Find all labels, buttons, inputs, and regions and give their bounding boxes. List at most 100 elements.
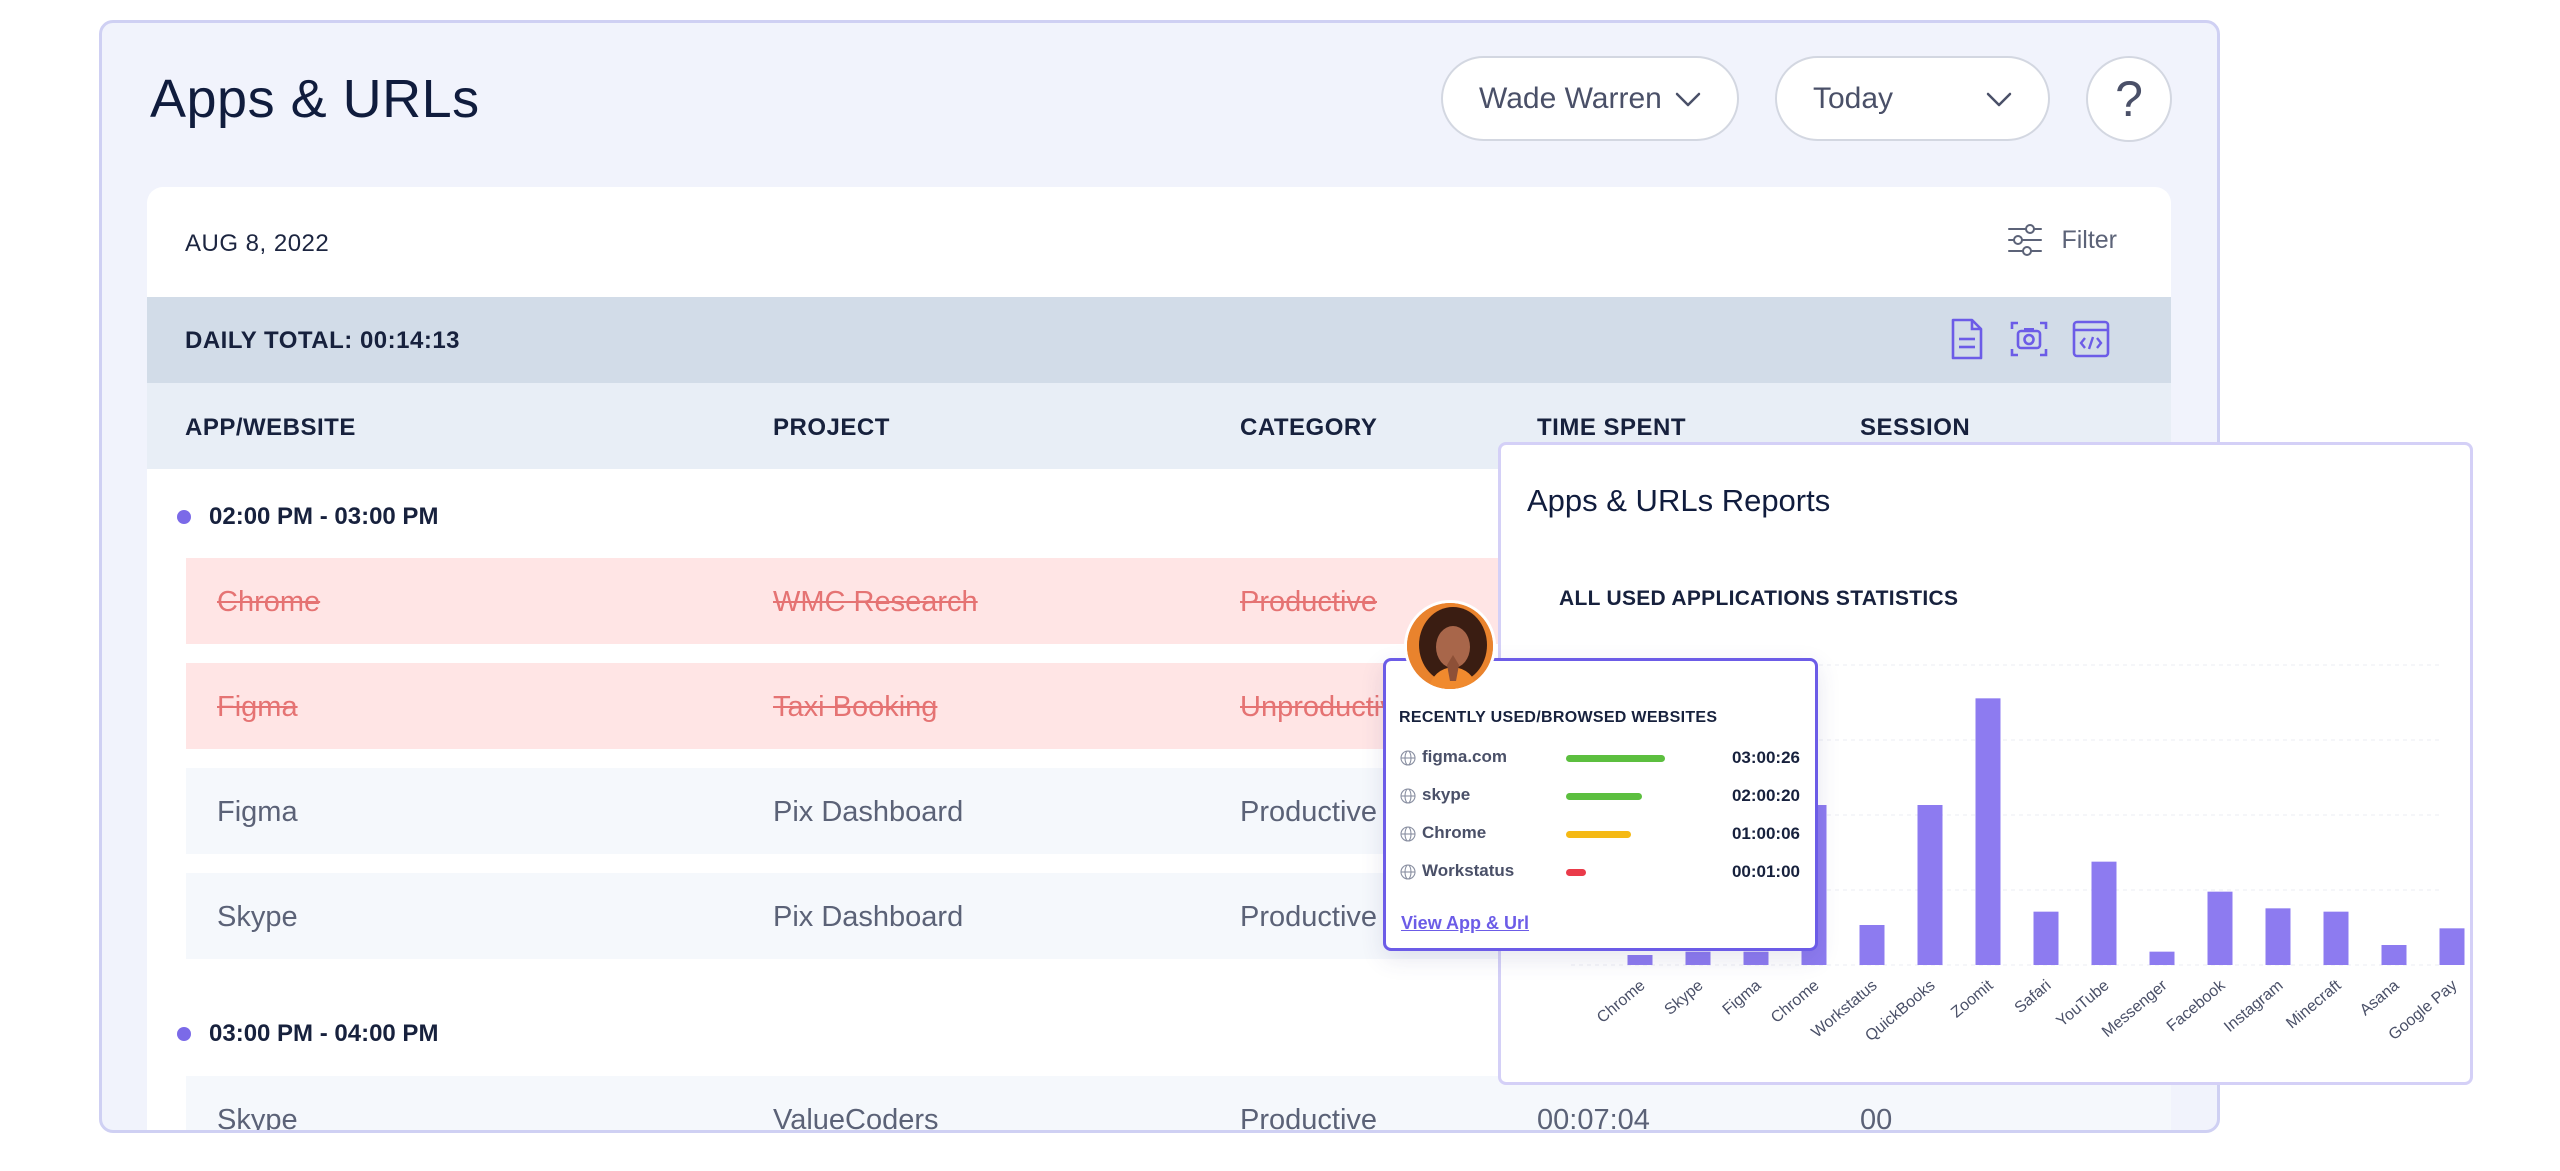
chevron-down-icon — [1986, 92, 2012, 107]
chart-tick-label: Instagram — [2221, 977, 2286, 1036]
chart-tick-label: Safari — [2012, 977, 2055, 1017]
chart-bar[interactable] — [2207, 891, 2233, 965]
chart-tick-label: Zoomit — [1948, 977, 1997, 1022]
cell-app: Figma — [217, 796, 298, 828]
time-group-label: 03:00 PM - 04:00 PM — [177, 1020, 438, 1048]
time-group-text: 02:00 PM - 03:00 PM — [209, 503, 439, 530]
chart-bar[interactable] — [1685, 951, 1711, 965]
globe-icon — [1400, 826, 1416, 842]
cell-app: Skype — [217, 1104, 298, 1133]
chart-tick-label: Chrome — [1594, 977, 1649, 1027]
export-document-icon[interactable] — [1947, 317, 1987, 361]
website-name: figma.com — [1422, 747, 1508, 766]
chevron-down-icon — [1675, 92, 1701, 107]
cell-session: 00 — [1860, 1104, 1893, 1133]
column-session[interactable]: SESSION — [1860, 414, 1971, 441]
cell-project: Taxi Booking — [773, 691, 938, 723]
time-group-label: 02:00 PM - 03:00 PM — [177, 503, 438, 531]
popup-title: RECENTLY USED/BROWSED WEBSITES — [1399, 709, 1718, 726]
cell-project: Pix Dashboard — [773, 901, 964, 933]
website-row[interactable]: skype 02:00:20 — [1400, 785, 1800, 809]
cell-app: Skype — [217, 901, 298, 933]
avatar-image — [1407, 603, 1493, 689]
table-row[interactable]: Skype ValueCoders Productive 00:07:04 00 — [186, 1076, 2171, 1133]
code-window-icon[interactable] — [2071, 317, 2111, 361]
view-app-url-link[interactable]: View App & Url — [1401, 913, 1530, 933]
screenshot-icon[interactable] — [2009, 317, 2049, 361]
chart-tick-label: YouTube — [2053, 977, 2112, 1031]
date-select[interactable]: Today — [1775, 56, 2050, 141]
activity-card: AUG 8, 2022 Filter DAILY TOTAL: 00:14:13 — [147, 187, 2171, 1133]
card-date: AUG 8, 2022 — [185, 230, 330, 257]
date-select-value: Today — [1813, 81, 1894, 115]
chart-tick-label: Chrome — [1768, 977, 1823, 1027]
website-time: 00:01:00 — [1731, 862, 1800, 881]
reports-subtitle: ALL USED APPLICATIONS STATISTICS — [1559, 587, 1959, 610]
globe-icon — [1400, 864, 1416, 880]
column-category[interactable]: CATEGORY — [1240, 414, 1378, 441]
filter-label: Filter — [2061, 225, 2117, 254]
avatar[interactable] — [1404, 600, 1496, 692]
user-select-value: Wade Warren — [1479, 81, 1662, 115]
website-name: skype — [1422, 785, 1471, 804]
website-time: 01:00:06 — [1731, 824, 1800, 843]
cell-category: Productive — [1240, 1104, 1378, 1133]
chart-bar[interactable] — [2033, 911, 2059, 965]
website-usage-bar — [1566, 831, 1631, 838]
apps-urls-window: Apps & URLs Wade Warren Today ? AUG 8, 2… — [99, 20, 2220, 1133]
cell-category: Productive — [1240, 901, 1378, 933]
chart-bar[interactable] — [1859, 925, 1885, 965]
website-name: Workstatus — [1422, 861, 1515, 880]
chart-tick-label: Skype — [1662, 977, 1707, 1019]
cell-project: ValueCoders — [773, 1104, 939, 1133]
chart-tick-label: Messenger — [2099, 977, 2171, 1041]
chart-bar[interactable] — [1917, 805, 1943, 965]
recent-websites-popup: RECENTLY USED/BROWSED WEBSITES figma.com… — [1383, 658, 1818, 951]
group-dot-icon — [177, 510, 191, 524]
chart-bar[interactable] — [1975, 698, 2001, 965]
help-button[interactable]: ? — [2086, 56, 2172, 142]
website-time: 03:00:26 — [1731, 748, 1800, 767]
applications-bar-chart: Chrome Skype Figma ChromeWorkstatusQuickBoo… — [1571, 664, 2465, 1045]
cell-app: Figma — [217, 691, 298, 723]
column-app[interactable]: APP/WEBSITE — [185, 414, 356, 441]
cell-app: Chrome — [217, 586, 321, 618]
chart-bar[interactable] — [2149, 951, 2175, 965]
group-dot-icon — [177, 1027, 191, 1041]
chart-bar[interactable] — [1743, 951, 1769, 965]
chart-tick-label: Asana — [2357, 977, 2403, 1019]
chart-bar[interactable] — [2323, 911, 2349, 965]
website-usage-bar — [1566, 793, 1642, 800]
chart-bar[interactable] — [1627, 955, 1653, 965]
globe-icon — [1400, 750, 1416, 766]
website-usage-bar — [1566, 755, 1665, 762]
cell-time-spent: 00:07:04 — [1537, 1104, 1650, 1133]
chart-bar[interactable] — [2265, 908, 2291, 965]
column-project[interactable]: PROJECT — [773, 414, 890, 441]
chart-bar[interactable] — [2381, 945, 2407, 965]
user-select[interactable]: Wade Warren — [1441, 56, 1739, 141]
chart-tick-label: Minecraft — [2283, 977, 2345, 1033]
website-row[interactable]: Workstatus 00:01:00 — [1400, 861, 1800, 885]
cell-category: Productive — [1240, 586, 1378, 618]
chart-tick-label: Figma — [1720, 977, 1765, 1019]
daily-total: DAILY TOTAL: 00:14:13 — [185, 327, 461, 354]
filter-button[interactable]: Filter — [2007, 222, 2117, 258]
cell-project: Pix Dashboard — [773, 796, 964, 828]
cell-category: Productive — [1240, 796, 1378, 828]
sliders-icon — [2008, 224, 2043, 256]
website-time: 02:00:20 — [1731, 786, 1800, 805]
cell-category: Unproductive — [1240, 691, 1411, 723]
chart-tick-label: Facebook — [2164, 976, 2230, 1035]
column-time-spent[interactable]: TIME SPENT — [1537, 414, 1687, 441]
chart-bar[interactable] — [2439, 928, 2465, 965]
cell-project: WMC Research — [773, 586, 978, 618]
website-name: Chrome — [1422, 823, 1487, 842]
chart-bar[interactable] — [2091, 861, 2117, 965]
time-group-text: 03:00 PM - 04:00 PM — [209, 1020, 439, 1047]
globe-icon — [1400, 788, 1416, 804]
website-usage-bar — [1566, 869, 1586, 876]
website-row[interactable]: Chrome 01:00:06 — [1400, 823, 1800, 847]
website-row[interactable]: figma.com 03:00:26 — [1400, 747, 1800, 771]
daily-total-bar: DAILY TOTAL: 00:14:13 — [147, 297, 2171, 383]
